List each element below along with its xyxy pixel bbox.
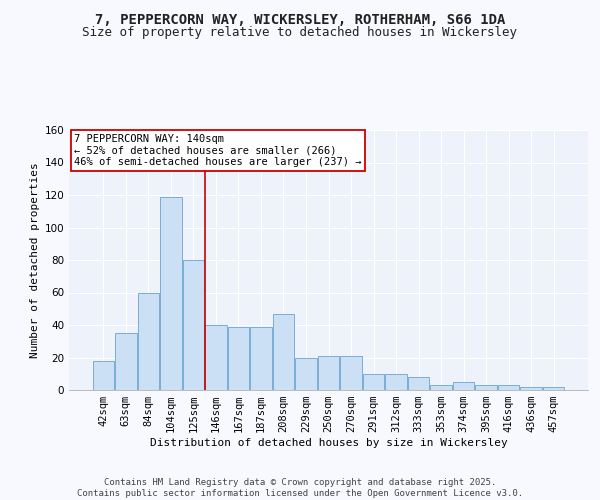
- Bar: [182, 260, 204, 390]
- Bar: [430, 385, 452, 390]
- Bar: [498, 385, 520, 390]
- Bar: [228, 326, 249, 390]
- Y-axis label: Number of detached properties: Number of detached properties: [30, 162, 40, 358]
- Bar: [273, 314, 294, 390]
- Bar: [520, 387, 542, 390]
- Bar: [475, 385, 497, 390]
- Text: 7 PEPPERCORN WAY: 140sqm
← 52% of detached houses are smaller (266)
46% of semi-: 7 PEPPERCORN WAY: 140sqm ← 52% of detach…: [74, 134, 362, 167]
- Bar: [205, 325, 227, 390]
- Bar: [318, 356, 339, 390]
- Bar: [115, 333, 137, 390]
- Bar: [250, 326, 272, 390]
- Bar: [385, 374, 407, 390]
- Text: Size of property relative to detached houses in Wickersley: Size of property relative to detached ho…: [83, 26, 517, 39]
- Bar: [92, 361, 114, 390]
- Bar: [160, 196, 182, 390]
- Bar: [408, 377, 429, 390]
- Bar: [543, 387, 565, 390]
- X-axis label: Distribution of detached houses by size in Wickersley: Distribution of detached houses by size …: [149, 438, 508, 448]
- Bar: [453, 382, 475, 390]
- Bar: [363, 374, 384, 390]
- Bar: [340, 356, 362, 390]
- Bar: [295, 358, 317, 390]
- Bar: [137, 292, 159, 390]
- Text: 7, PEPPERCORN WAY, WICKERSLEY, ROTHERHAM, S66 1DA: 7, PEPPERCORN WAY, WICKERSLEY, ROTHERHAM…: [95, 12, 505, 26]
- Text: Contains HM Land Registry data © Crown copyright and database right 2025.
Contai: Contains HM Land Registry data © Crown c…: [77, 478, 523, 498]
